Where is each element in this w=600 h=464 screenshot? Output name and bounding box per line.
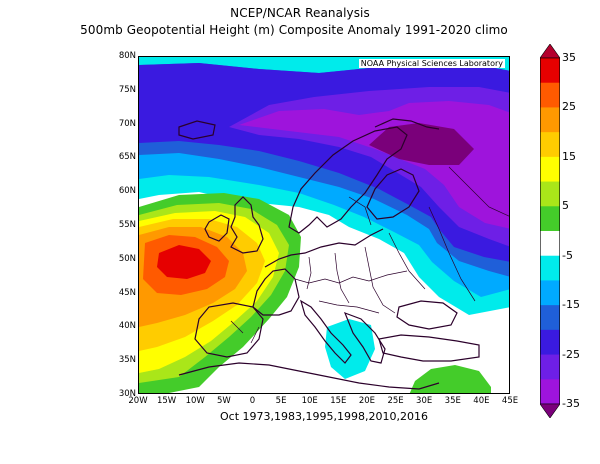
lon-tick-label: 15E [330, 396, 347, 406]
lat-tick-label: 30N [118, 389, 136, 399]
colorbar-segment [540, 58, 560, 84]
colorbar-segment [540, 280, 560, 306]
colorbar-top-arrow [540, 44, 560, 59]
lat-tick-label: 65N [118, 152, 136, 163]
lat-tick-label: 80N [118, 51, 136, 61]
lat-tick-label: 35N [118, 355, 136, 366]
colorbar-bottom-arrow [540, 403, 560, 418]
colorbar-tick-label: 25 [562, 100, 576, 114]
lon-tick-label: 20W [128, 396, 148, 406]
colorbar-tick-label: 5 [562, 199, 569, 213]
colorbar-segment [540, 107, 560, 133]
lat-tick-label: 50N [118, 253, 136, 264]
colorbar [540, 44, 560, 418]
colorbar-tick-label: 15 [562, 149, 576, 163]
lat-tick-label: 45N [118, 287, 136, 298]
lat-tick-label: 40N [118, 321, 136, 332]
colorbar-segment [540, 181, 560, 207]
colorbar-segment [540, 132, 560, 158]
lon-tick-label: 35E [444, 396, 461, 406]
lon-tick-label: 30E [416, 396, 433, 406]
colorbar-tick-label: -15 [562, 298, 580, 312]
colorbar-segment [540, 354, 560, 380]
lon-tick-label: 20E [358, 396, 376, 406]
chart-title: NCEP/NCAR Reanalysis [230, 6, 370, 20]
lon-tick-label: 5W [216, 396, 231, 406]
anomaly-map: NOAA Physical Sciences Laboratory [138, 56, 510, 394]
footer-label: Oct 1973,1983,1995,1998,2010,2016 [220, 410, 428, 423]
colorbar-segment [540, 206, 560, 232]
colorbar-segment [540, 379, 560, 405]
lat-tick-label: 70N [118, 118, 136, 129]
lon-tick-label: 45E [501, 396, 519, 406]
lon-tick-label: 25E [387, 396, 404, 406]
minor-negative-anomaly [325, 319, 375, 379]
lat-tick-label: 55N [118, 220, 136, 230]
lon-tick-label: 0 [249, 396, 256, 406]
credit-label: NOAA Physical Sciences Laboratory [358, 59, 505, 68]
colorbar-segment [540, 82, 560, 108]
map-svg [139, 57, 509, 393]
negative-anomaly-layer [139, 57, 509, 315]
lat-tick-label: 75N [118, 84, 136, 95]
colorbar-segment [540, 305, 560, 331]
lon-tick-label: 5E [275, 396, 287, 406]
chart-subtitle: 500mb Geopotential Height (m) Composite … [80, 23, 508, 37]
colorbar-segment [540, 329, 560, 356]
country-borders [230, 166, 509, 344]
colorbar-segment [540, 156, 560, 183]
colorbar-tick-label: -5 [562, 248, 573, 262]
lon-tick-label: 10W [185, 396, 205, 406]
lon-tick-label: 10E [301, 396, 318, 406]
colorbar-segment [540, 255, 560, 281]
colorbar-tick-label: -35 [562, 397, 580, 410]
colorbar-segment [540, 231, 560, 257]
colorbar-tick-label: 35 [562, 51, 576, 64]
lat-tick-label: 60N [118, 186, 136, 197]
lon-tick-label: 15W [156, 396, 177, 406]
coastlines [178, 118, 480, 390]
lon-tick-label: 40E [473, 396, 490, 406]
colorbar-tick-label: -25 [562, 347, 580, 361]
